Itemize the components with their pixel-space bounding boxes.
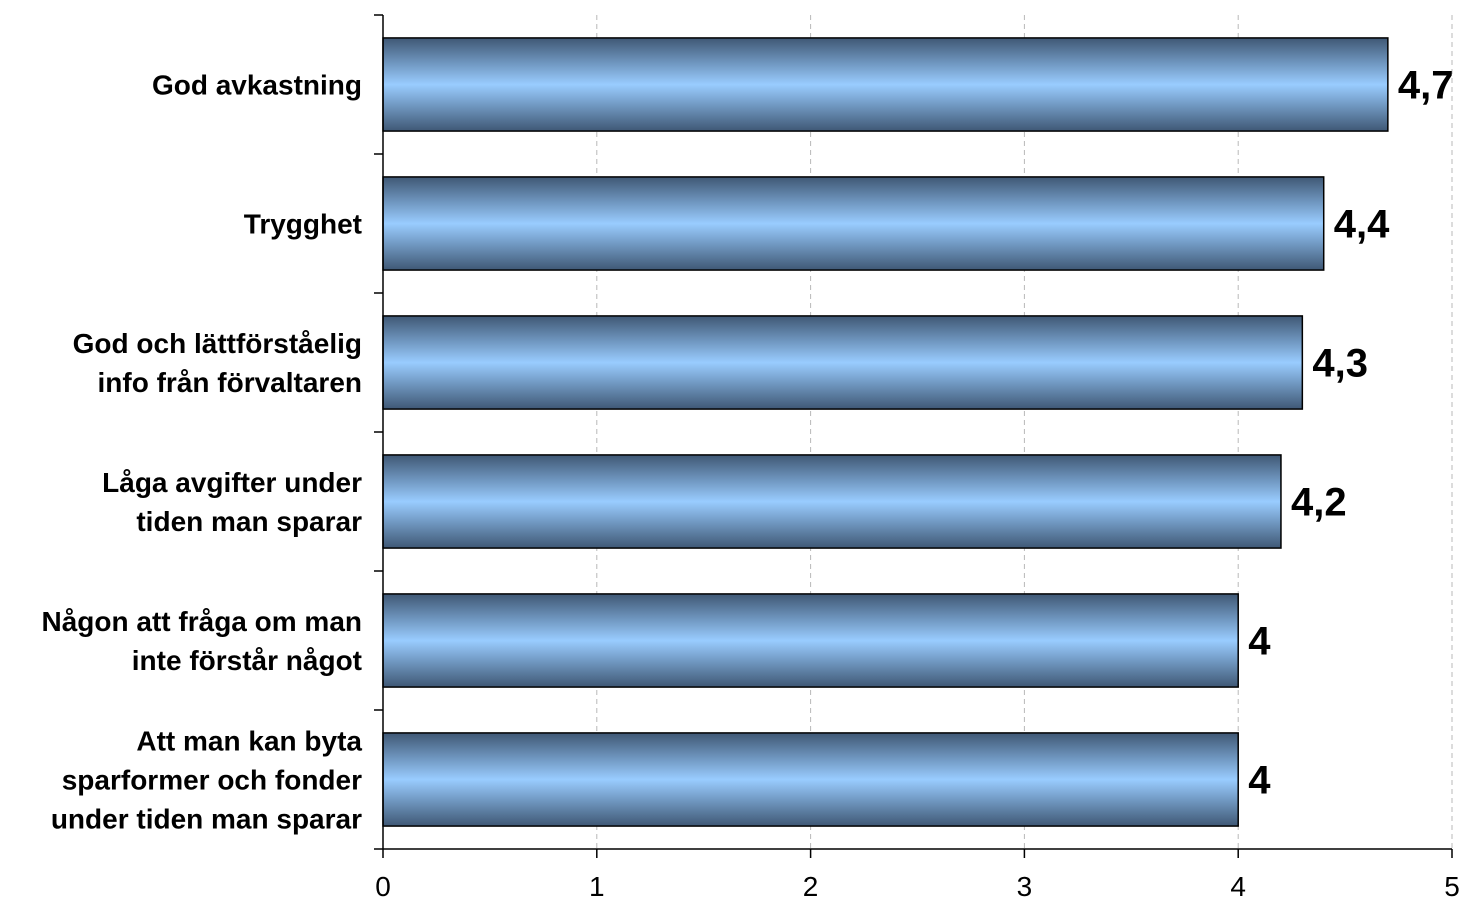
x-tick-label-5: 5 xyxy=(1444,871,1460,900)
value-label-3: 4,2 xyxy=(1291,481,1347,525)
category-label-3: Låga avgifter under tiden man sparar xyxy=(102,467,362,537)
value-label-0: 4,7 xyxy=(1398,64,1454,108)
category-label-line: Någon att fråga om man xyxy=(42,606,362,637)
bar-3 xyxy=(382,454,1282,549)
x-tick-label-3: 3 xyxy=(1017,871,1033,900)
category-label-line: God avkastning xyxy=(152,70,362,101)
category-label-line: sparformer och fonder xyxy=(62,765,362,796)
x-tick-label-1: 1 xyxy=(589,871,605,900)
category-label-5: Att man kan byta sparformer och fonder und… xyxy=(51,726,363,835)
category-label-4: Någon att fråga om man inte förstår något xyxy=(42,606,362,676)
category-label-2: God och lättförståelig info från förvalta… xyxy=(73,328,362,398)
category-label-line: Låga avgifter under xyxy=(102,467,362,498)
category-label-line: Trygghet xyxy=(244,209,362,240)
bar-1 xyxy=(382,176,1325,271)
category-label-0: God avkastning xyxy=(152,70,362,101)
value-label-5: 4 xyxy=(1248,759,1271,803)
grid-lines xyxy=(596,15,1453,849)
bar-2 xyxy=(382,315,1304,410)
x-tick-label-0: 0 xyxy=(375,871,391,900)
category-label-line: tiden man sparar xyxy=(136,506,362,537)
category-label-line: God och lättförståelig xyxy=(73,328,362,359)
value-label-4: 4 xyxy=(1248,620,1271,664)
value-label-2: 4,3 xyxy=(1312,342,1368,386)
category-label-line: info från förvaltaren xyxy=(98,367,362,398)
x-tick-label-2: 2 xyxy=(803,871,819,900)
bar-0 xyxy=(382,37,1389,132)
value-label-1: 4,4 xyxy=(1334,203,1390,247)
bars xyxy=(382,37,1389,827)
axes xyxy=(374,14,1453,858)
category-label-line: inte förstår något xyxy=(132,645,362,676)
bar-5 xyxy=(382,732,1239,827)
category-label-line: under tiden man sparar xyxy=(51,804,362,835)
x-tick-label-4: 4 xyxy=(1230,871,1246,900)
category-label-line: Att man kan byta xyxy=(136,726,362,757)
category-label-1: Trygghet xyxy=(244,209,362,240)
bar-4 xyxy=(382,593,1239,688)
labels: 4,7 God avkastning 4,4 Trygghet 4,3 God och l… xyxy=(42,64,1460,900)
